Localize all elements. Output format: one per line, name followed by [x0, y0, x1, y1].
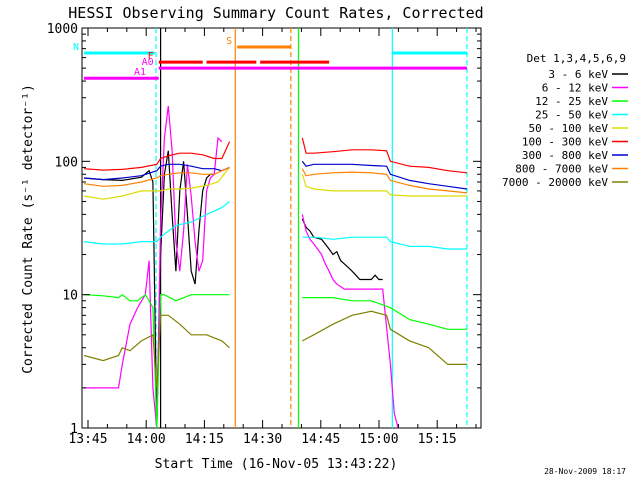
chart-title: HESSI Observing Summary Count Rates, Cor…	[68, 4, 483, 22]
legend-label-3: 25 - 50 keV	[535, 109, 608, 122]
series-line-8	[83, 310, 467, 388]
series-line-4	[83, 167, 467, 200]
x-axis: 13:45 14:00 14:15 14:30 14:45 15:00 15:15	[68, 28, 477, 447]
series-line-7	[83, 166, 468, 194]
legend-label-7: 800 - 7000 keV	[515, 163, 608, 176]
legend-label-1: 6 - 12 keV	[542, 82, 609, 95]
series-line-1	[84, 105, 399, 429]
x-tick-label-1: 14:00	[127, 432, 166, 447]
x-tick-label-5: 15:00	[359, 432, 398, 447]
legend-label-0: 3 - 6 keV	[548, 68, 608, 81]
y-tick-label-0: 1	[70, 422, 78, 437]
flag-label-n: N	[73, 42, 79, 53]
y-tick-label-1: 10	[62, 289, 78, 304]
series-line-0	[83, 150, 383, 429]
y-tick-label-2: 100	[55, 155, 78, 170]
series-line-5	[83, 137, 468, 174]
y-tick-label-3: 1000	[47, 22, 78, 37]
flag-label-s: S	[226, 36, 232, 47]
series-line-2	[83, 293, 467, 429]
flag-label-f: F	[148, 51, 154, 62]
flag-label-a1: A1	[134, 67, 146, 78]
x-tick-label-0: 13:45	[68, 432, 107, 447]
x-tick-label-2: 14:15	[185, 432, 224, 447]
legend-title: Det 1,3,4,5,6,9	[527, 52, 626, 65]
legend-label-6: 300 - 800 keV	[522, 149, 608, 162]
plot-frame	[81, 27, 482, 429]
legend-label-8: 7000 - 20000 keV	[502, 176, 608, 189]
x-axis-label: Start Time (16-Nov-05 13:43:22)	[155, 457, 398, 472]
series-line-3	[83, 201, 467, 250]
legend-label-4: 50 - 100 keV	[529, 122, 609, 135]
series-line-6	[83, 160, 468, 190]
legend-label-2: 12 - 25 keV	[535, 95, 608, 108]
y-axis-label: Corrected Count Rate (s⁻¹ detector⁻¹)	[21, 84, 36, 374]
y-axis: 1 10 100 1000	[47, 22, 481, 437]
legend-label-5: 100 - 300 keV	[522, 136, 608, 149]
x-tick-label-4: 14:45	[301, 432, 340, 447]
timestamp: 28-Nov-2009 18:17	[544, 467, 626, 476]
x-tick-label-3: 14:30	[243, 432, 282, 447]
flag-label-a0: A0	[142, 57, 154, 68]
x-tick-label-6: 15:15	[418, 432, 457, 447]
